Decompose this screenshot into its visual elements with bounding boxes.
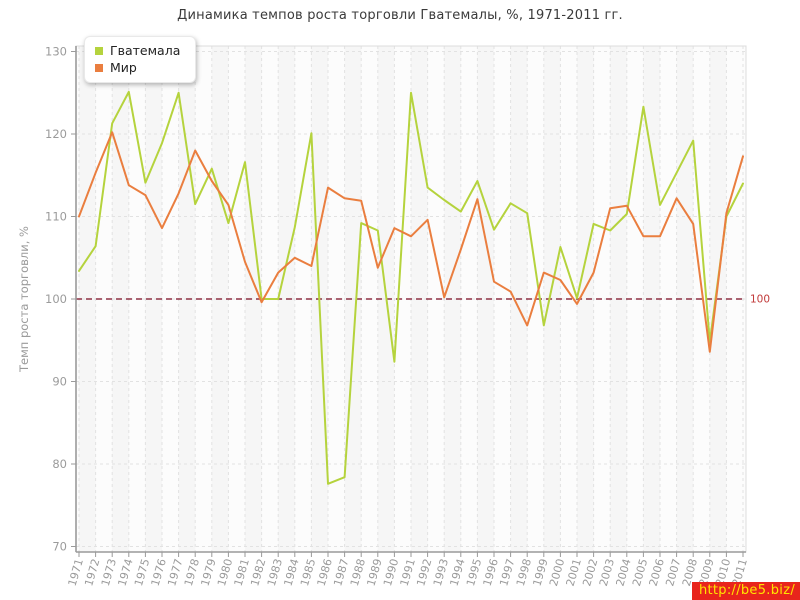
svg-text:120: 120 — [45, 127, 67, 141]
legend-label-mir: Мир — [110, 60, 137, 75]
legend-item-guatemala: Гватемала — [95, 44, 180, 58]
svg-text:90: 90 — [52, 375, 67, 389]
reference-line-label: 100 — [750, 294, 770, 306]
legend-item-mir: Мир — [95, 61, 180, 75]
watermark-badge: http://be5.biz/ — [691, 582, 800, 600]
x-tick-labels: 1971197219731974197519761977197819791980… — [66, 557, 750, 587]
svg-text:130: 130 — [45, 45, 67, 59]
axis-ticks — [71, 51, 744, 557]
legend: Гватемала Мир — [84, 36, 197, 83]
svg-text:110: 110 — [45, 210, 67, 224]
chart-title: Динамика темпов роста торговли Гватемалы… — [177, 8, 623, 23]
legend-label-guatemala: Гватемала — [110, 43, 181, 58]
y-axis-title: Темп роста торговли, % — [17, 226, 31, 373]
svg-text:100: 100 — [45, 292, 67, 306]
series-line-mir — [78, 131, 744, 353]
svg-text:80: 80 — [52, 457, 67, 471]
svg-text:70: 70 — [52, 540, 67, 554]
legend-swatch-guatemala-icon — [95, 47, 103, 55]
legend-swatch-mir-icon — [95, 64, 103, 72]
y-tick-labels: 70 80 90 100 110 120 130 — [45, 45, 67, 554]
